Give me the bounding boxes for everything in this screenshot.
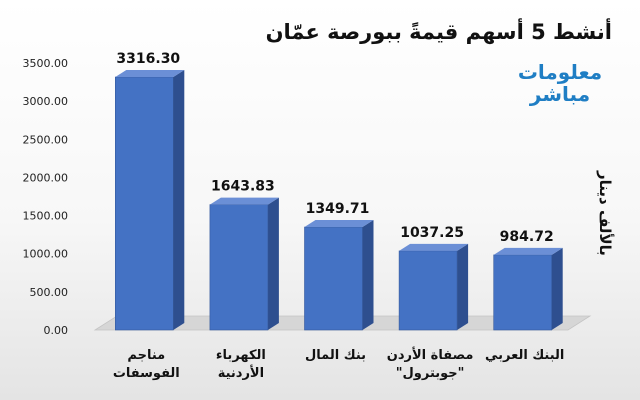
bar-top [493,247,563,255]
y-tick-label: 0.00 [44,324,69,337]
bar-top [304,220,374,228]
y-tick-label: 2000.00 [23,171,69,184]
bar [304,226,363,331]
bar-value-label: 984.72 [500,229,554,245]
bar-side [457,243,469,330]
x-category-label: الكهرباء [216,348,266,363]
y-tick-label: 500.00 [30,286,69,299]
bar-side [362,220,374,330]
bar-top [399,243,469,251]
bar-side [551,247,563,330]
chart-title: أنشط 5 أسهم قيمةً ببورصة عمّان [265,20,612,44]
bar-side [267,197,279,330]
bar-value-label: 1037.25 [400,225,464,241]
bar [115,76,174,331]
bar-side [173,70,185,331]
x-category-label: الفوسفات [113,366,180,381]
bar-value-label: 3316.30 [116,51,180,67]
bar-top [209,197,279,205]
y-tick-label: 1000.00 [23,248,69,261]
bar [493,254,553,331]
logo-line-2: مباشر [529,82,591,106]
y-tick-label: 2500.00 [23,133,69,146]
x-category-label: بنك المال [305,348,366,363]
x-category-label: "جوبترول" [396,366,465,381]
logo-line-1: معلومات [517,60,603,84]
y-axis-unit-label: بالألف دينار [596,170,614,256]
bar-value-label: 1349.71 [306,201,370,217]
y-tick-label: 1500.00 [23,210,69,223]
x-category-label: البنك العربي [485,348,564,363]
x-category-label: الأردنية [218,364,264,381]
x-category-label: مصفاة الأردن [387,346,474,363]
y-tick-label: 3000.00 [23,95,69,108]
x-category-label: مناجم [127,348,165,363]
bar [398,250,458,331]
y-tick-label: 3500.00 [23,57,69,70]
bar-top [115,70,185,78]
mubasher-logo: معلومات مباشر [510,62,610,104]
bar-value-label: 1643.83 [211,179,275,195]
bar [209,204,269,331]
